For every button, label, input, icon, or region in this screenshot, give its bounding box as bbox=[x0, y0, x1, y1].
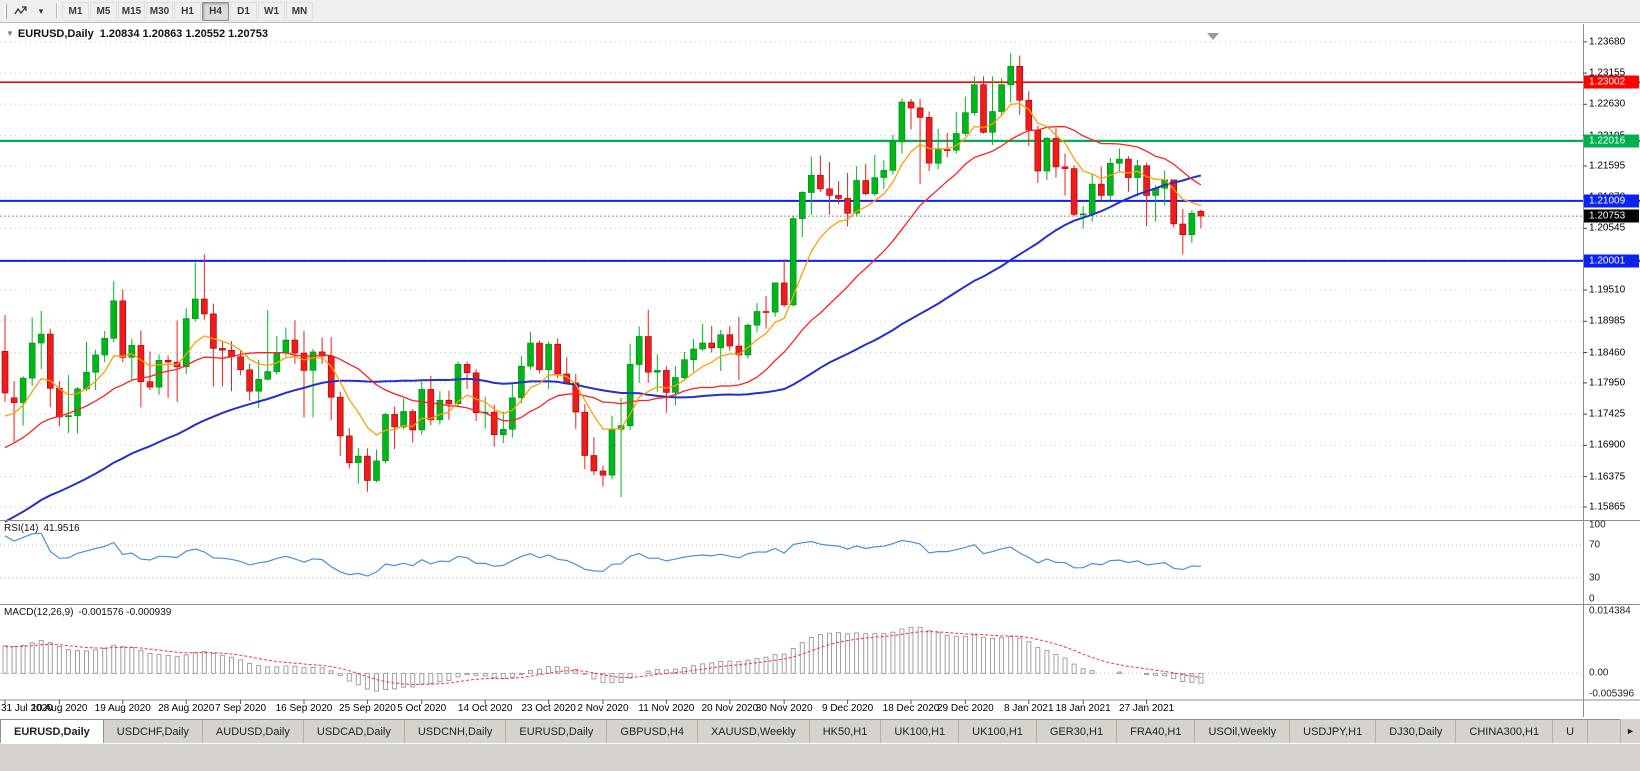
ma-fast-line bbox=[4, 102, 1202, 436]
symbol-tab-hk50-h1[interactable]: HK50,H1 bbox=[809, 720, 882, 743]
macd-signal-line bbox=[4, 631, 1201, 686]
timeframe-toolbar: ▾ M1 M5 M15 M30 H1 H4 D1 W1 MN bbox=[0, 0, 1640, 23]
timeframe-button-m15[interactable]: M15 bbox=[118, 1, 145, 21]
chart-type-caret-icon[interactable]: ▾ bbox=[38, 5, 44, 16]
toolbar-grip bbox=[4, 3, 7, 19]
timeframe-button-d1[interactable]: D1 bbox=[230, 1, 257, 21]
ma-slow-line bbox=[4, 174, 1202, 523]
tab-scroll-right-button[interactable]: ► bbox=[1620, 719, 1640, 743]
status-bar bbox=[0, 743, 1640, 771]
rsi-line bbox=[4, 532, 1201, 577]
symbol-tab-usoil-weekly[interactable]: USOil,Weekly bbox=[1195, 720, 1291, 743]
symbol-tab-fra40-h1[interactable]: FRA40,H1 bbox=[1117, 720, 1196, 743]
symbol-tab-bar: EURUSD,Daily USDCHF,Daily AUDUSD,Daily USDC… bbox=[0, 719, 1640, 743]
chart-canvas[interactable] bbox=[0, 0, 1640, 717]
symbol-tab-dj30-daily[interactable]: DJ30,Daily bbox=[1376, 720, 1457, 743]
rsi-layer bbox=[0, 532, 1583, 579]
frame-layer bbox=[0, 24, 1640, 717]
symbol-tab-uk100-h1[interactable]: UK100,H1 bbox=[881, 720, 960, 743]
symbol-tab-gbpusd-h4[interactable]: GBPUSD,H4 bbox=[607, 720, 698, 743]
timeframe-button-h4[interactable]: H4 bbox=[202, 1, 229, 21]
shift-marker-icon bbox=[1207, 33, 1219, 40]
timeframe-button-h1[interactable]: H1 bbox=[174, 1, 201, 21]
timeframe-buttons: M1 M5 M15 M30 H1 H4 D1 W1 MN bbox=[62, 1, 313, 21]
symbol-tab-u[interactable]: U bbox=[1553, 720, 1589, 743]
moving-averages-layer bbox=[4, 102, 1202, 523]
symbol-tab-audusd-daily[interactable]: AUDUSD,Daily bbox=[202, 720, 304, 743]
symbol-tab-usdcnh-daily[interactable]: USDCNH,Daily bbox=[404, 720, 507, 743]
candles-layer bbox=[1, 53, 1205, 498]
symbol-tab-eurusd-daily[interactable]: EURUSD,Daily bbox=[506, 720, 608, 743]
macd-layer bbox=[0, 626, 1583, 692]
timeframe-button-m30[interactable]: M30 bbox=[146, 1, 173, 21]
symbol-tab-uk100-h1[interactable]: UK100,H1 bbox=[959, 720, 1037, 743]
symbol-tab-china300-h1[interactable]: CHINA300,H1 bbox=[1456, 720, 1554, 743]
timeframe-button-mn[interactable]: MN bbox=[286, 1, 313, 21]
symbol-tab-xauusd-weekly[interactable]: XAUUSD,Weekly bbox=[697, 720, 810, 743]
symbol-tab-ger30-h1[interactable]: GER30,H1 bbox=[1036, 720, 1118, 743]
toolbar-separator bbox=[56, 3, 57, 19]
chart-shift-layer bbox=[1207, 33, 1219, 40]
timeframe-button-w1[interactable]: W1 bbox=[258, 1, 285, 21]
symbol-tab-usdjpy-h1[interactable]: USDJPY,H1 bbox=[1290, 720, 1377, 743]
symbol-tab-eurusd-daily[interactable]: EURUSD,Daily bbox=[0, 720, 104, 743]
symbol-tab-usdcad-daily[interactable]: USDCAD,Daily bbox=[303, 720, 405, 743]
horizontal-lines-layer bbox=[0, 81, 1640, 262]
symbol-tab-usdchf-daily[interactable]: USDCHF,Daily bbox=[103, 720, 203, 743]
timeframe-button-m1[interactable]: M1 bbox=[62, 1, 89, 21]
ma-mid-line bbox=[4, 125, 1202, 449]
timeframe-button-m5[interactable]: M5 bbox=[90, 1, 117, 21]
chart-type-icon[interactable] bbox=[11, 2, 31, 21]
